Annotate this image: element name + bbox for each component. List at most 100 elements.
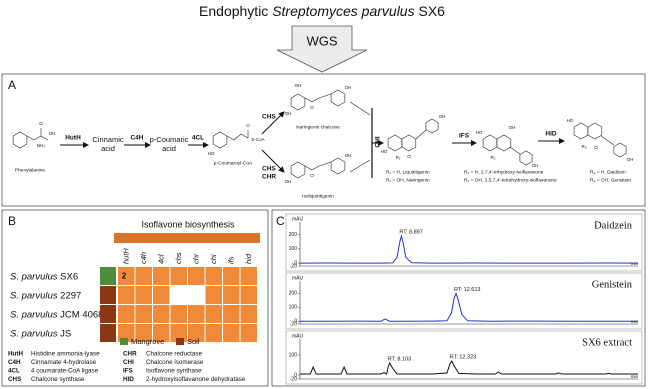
gene-heatmap: B Isoflavone biosynthesis hutH c4h 4cl chs c…	[8, 214, 260, 383]
wgs-arrow	[276, 25, 368, 73]
title-strain: SX6	[415, 3, 446, 19]
bond-ring	[482, 134, 498, 152]
gene-cell	[188, 305, 205, 323]
strain-id: 2297	[58, 290, 82, 301]
habitat-cell	[100, 267, 116, 285]
abbr-name: Cinnamate 4-hydrolase	[31, 359, 97, 366]
gene-cell	[240, 286, 257, 304]
wgs-label: WGS	[306, 33, 337, 48]
bond	[318, 93, 332, 99]
pathway: A Phenylalanine HutH Cinnamic acid C4H p…	[8, 78, 633, 199]
atom-label: O	[407, 154, 411, 159]
bond	[240, 133, 249, 139]
atom-label: R₁	[396, 155, 401, 160]
atom-label: R₃	[581, 144, 586, 149]
gene-cell	[223, 286, 240, 304]
strain-species: S. parvulus	[10, 290, 58, 301]
abbr-name: 4 coumarate-CoA ligase	[31, 368, 99, 375]
gene-cell	[135, 305, 152, 323]
habitat-cell	[100, 286, 116, 304]
bond-ring	[330, 157, 346, 175]
legend-swatch	[120, 338, 128, 345]
bond-ring	[496, 134, 512, 152]
atom-label: NH₂	[37, 143, 45, 148]
gene-cell	[188, 286, 205, 304]
compound-label: Naringenin chalcone	[296, 124, 340, 130]
legend-label: Soil	[187, 337, 200, 346]
compound-label: p-Coumaroyl-CoA	[214, 160, 253, 166]
y-tick-label: 0	[294, 319, 297, 325]
compound-label: Phenylalanine	[15, 167, 45, 173]
peak-annotation: RT: 12.323	[450, 354, 477, 360]
atom-label: OH	[295, 83, 302, 88]
reaction-arrow	[261, 149, 285, 173]
enzyme-label: CHI	[375, 136, 382, 147]
bond	[415, 129, 427, 140]
enzyme-label: CHS	[262, 114, 276, 121]
chart-title: Daidzein	[594, 220, 633, 231]
atom-label: OH	[285, 111, 292, 116]
peak-annotation: RT: 8.103	[388, 356, 411, 362]
bond	[600, 135, 615, 146]
strain-label: S. parvulus SX6	[10, 271, 78, 282]
enzyme-label: C4H	[130, 135, 143, 142]
strain-label: S. parvulus JS	[10, 328, 71, 339]
figure-title: Endophytic Streptomyces parvulus SX6	[199, 3, 445, 19]
plot-frame	[285, 213, 643, 272]
bond	[226, 135, 235, 141]
enzyme-label: IFS	[459, 133, 470, 140]
compound-label: p-Coumaric	[150, 135, 189, 144]
gene-cell	[223, 267, 240, 285]
atom-label: OH	[509, 125, 516, 130]
bond	[311, 165, 320, 171]
bond	[26, 135, 35, 141]
panel-label: C	[276, 214, 285, 228]
abbr-key: HID	[123, 376, 134, 383]
gene-cell	[240, 305, 257, 323]
y-axis-label: mAU	[292, 216, 304, 222]
atom-label: HO	[381, 149, 388, 154]
abbr-key: IFS	[123, 368, 133, 375]
gene-cell	[240, 267, 257, 285]
trace	[300, 359, 638, 375]
abbr-name: Isoflavone synthase	[146, 368, 202, 375]
bond	[311, 97, 320, 103]
bond-ring	[401, 134, 417, 152]
bond	[33, 135, 42, 141]
trace	[300, 292, 638, 322]
y-tick-label: -20	[290, 263, 297, 269]
panel-c-frame	[271, 209, 646, 387]
atom-label: O	[594, 145, 598, 150]
y-axis-label: mAU	[292, 275, 304, 281]
bond-ring	[12, 131, 28, 149]
abbr-key: 4CL	[8, 368, 20, 375]
gene-cell	[205, 305, 222, 323]
strain-label: S. parvulus JCM 4068T	[10, 309, 107, 320]
panel-a-frame	[1, 73, 646, 207]
y-tick-label: 0	[294, 260, 297, 266]
heatmap-title-bar	[114, 233, 260, 243]
abbr-name: Chalcone reductase	[146, 351, 203, 358]
gene-label: hid	[244, 253, 253, 264]
bond-ring	[387, 134, 403, 152]
panel-b-frame	[1, 209, 269, 387]
atom-label: OH	[285, 179, 292, 184]
heatmap-title: Isoflavone biosynthesis	[141, 219, 235, 229]
gene-cell	[188, 267, 205, 285]
gene-label: chr	[192, 253, 201, 264]
gene-cell	[170, 267, 187, 285]
atom-label: O	[310, 105, 314, 110]
y-tick-label: 100	[289, 305, 298, 311]
gene-label: c4h	[139, 252, 148, 264]
peak-annotation: RT: 8.897	[399, 229, 422, 235]
connector	[349, 159, 371, 173]
strain-id: JS	[58, 328, 72, 339]
bond	[304, 165, 313, 171]
compound-label: acid	[101, 144, 115, 153]
bond-ring	[573, 122, 589, 140]
title-text: Endophytic	[199, 3, 272, 19]
habitat-cell	[100, 324, 116, 342]
gene-cell	[153, 324, 170, 342]
abbr-key: C4H	[8, 359, 21, 366]
